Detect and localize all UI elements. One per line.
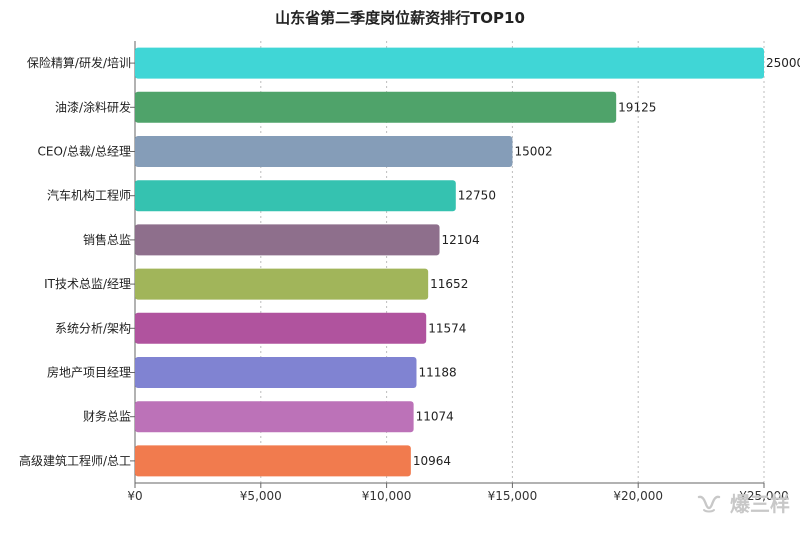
bar xyxy=(135,91,617,123)
category-label: 保险精算/研发/培训 xyxy=(27,55,131,70)
watermark-text: 爆三样 xyxy=(730,492,790,516)
bar xyxy=(135,47,764,79)
bar xyxy=(135,312,427,344)
value-label: 11574 xyxy=(428,321,466,335)
category-label: CEO/总裁/总经理 xyxy=(38,145,132,159)
x-tick-label: ¥20,000 xyxy=(613,489,663,503)
category-label: 汽车机构工程师 xyxy=(47,188,131,203)
x-tick-label: ¥15,000 xyxy=(488,489,538,503)
bar xyxy=(135,268,429,300)
bar xyxy=(135,136,513,167)
category-label: 系统分析/架构 xyxy=(55,320,131,335)
value-label: 15002 xyxy=(514,145,552,159)
value-label: 25000 xyxy=(766,56,800,70)
bars xyxy=(135,47,764,477)
value-label: 11074 xyxy=(416,410,454,424)
category-label: 销售总监 xyxy=(83,232,131,247)
wechat-channel-icon xyxy=(697,495,721,512)
bar xyxy=(135,224,440,256)
value-label: 12750 xyxy=(458,189,496,203)
category-label: IT技术总监/经理 xyxy=(44,277,131,291)
bar xyxy=(135,357,417,388)
bar xyxy=(135,445,411,477)
bar xyxy=(135,180,456,212)
watermark: 爆三样 xyxy=(696,488,790,517)
x-tick-label: ¥25,000 xyxy=(739,489,789,503)
x-tick-label: ¥0 xyxy=(127,489,142,503)
value-label: 19125 xyxy=(618,100,656,114)
category-label: 房地产项目经理 xyxy=(47,365,131,380)
labels: 保险精算/研发/培训 25000 油漆/涂料研发 19125 CEO/总裁/总经理 150… xyxy=(19,55,800,468)
axes: ¥0 ¥5,000 ¥10,000 ¥15,000 ¥20,000 ¥25,000 xyxy=(127,41,789,503)
value-label: 11188 xyxy=(418,366,456,380)
bar xyxy=(135,401,414,433)
category-label: 油漆/涂料研发 xyxy=(55,99,131,114)
category-label: 财务总监 xyxy=(83,409,131,424)
category-label: 高级建筑工程师/总工 xyxy=(19,453,131,468)
gridlines xyxy=(260,41,765,483)
value-label: 11652 xyxy=(430,277,468,291)
chart-title: 山东省第二季度岗位薪资排行TOP10 xyxy=(275,9,525,27)
x-tick-label: ¥5,000 xyxy=(240,489,282,503)
value-label: 10964 xyxy=(413,454,451,468)
x-tick-label: ¥10,000 xyxy=(362,489,412,503)
value-label: 12104 xyxy=(442,233,480,247)
